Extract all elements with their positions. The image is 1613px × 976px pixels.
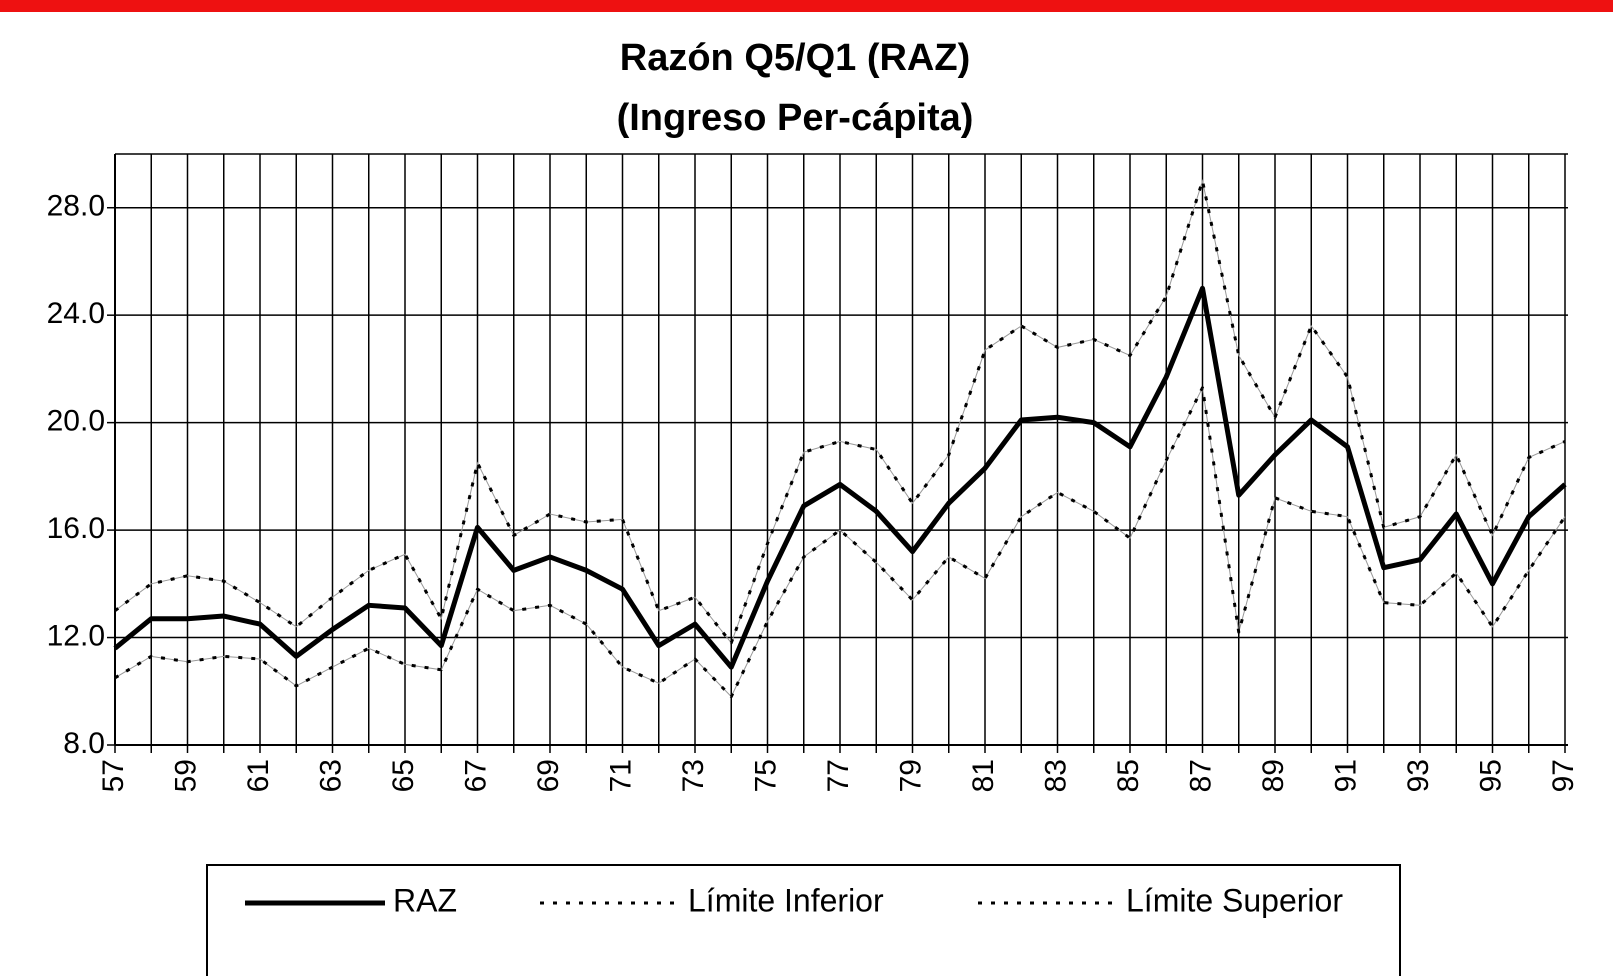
- x-tick-label: 69: [532, 759, 565, 792]
- y-tick-label: 8.0: [63, 727, 105, 760]
- chart-title: Razón Q5/Q1 (RAZ): [620, 37, 970, 79]
- y-tick-label: 16.0: [47, 512, 105, 545]
- x-tick-label: 75: [749, 759, 782, 792]
- legend-label: RAZ: [393, 882, 457, 918]
- x-tick-label: 61: [242, 759, 275, 792]
- series-line: [113, 285, 1567, 670]
- x-tick-label: 67: [459, 759, 492, 792]
- chart-subtitle: (Ingreso Per-cápita): [617, 97, 974, 139]
- x-tick-label: 65: [387, 759, 420, 792]
- x-tick-label: 89: [1257, 759, 1290, 792]
- x-tick-label: 81: [967, 759, 1000, 792]
- x-tick-label: 57: [97, 759, 130, 792]
- x-tick-label: 87: [1184, 759, 1217, 792]
- legend-label: Límite Inferior: [688, 882, 884, 918]
- x-tick-label: 77: [822, 759, 855, 792]
- x-tick-label: 71: [604, 759, 637, 792]
- x-tick-label: 93: [1402, 759, 1435, 792]
- series-guide: [114, 386, 1566, 698]
- x-tick-label: 79: [894, 759, 927, 792]
- x-tick-label: 63: [314, 759, 347, 792]
- y-tick-label: 24.0: [47, 297, 105, 330]
- x-tick-label: 97: [1547, 759, 1580, 792]
- x-tick-label: 83: [1039, 759, 1072, 792]
- y-tick-label: 20.0: [47, 405, 105, 438]
- legend-box: [206, 864, 1401, 976]
- x-tick-label: 59: [169, 759, 202, 792]
- legend-label: Límite Superior: [1126, 882, 1343, 918]
- x-tick-label: 91: [1329, 759, 1362, 792]
- y-tick-label: 28.0: [47, 190, 105, 223]
- series-line: [114, 179, 1566, 645]
- x-tick-label: 95: [1474, 759, 1507, 792]
- top-bar: [0, 0, 1613, 12]
- y-tick-label: 12.0: [47, 619, 105, 652]
- x-tick-label: 85: [1112, 759, 1145, 792]
- x-tick-label: 73: [677, 759, 710, 792]
